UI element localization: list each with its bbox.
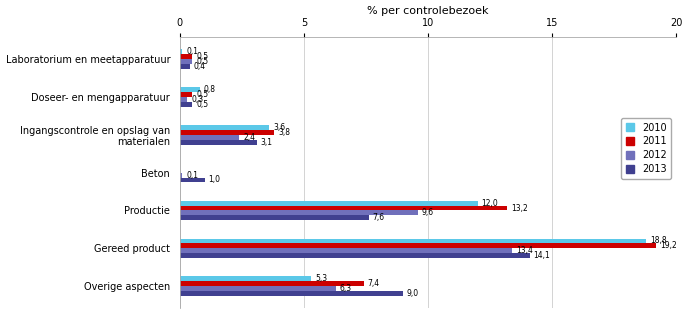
- Bar: [180, 243, 656, 248]
- Bar: [180, 64, 190, 69]
- Bar: [180, 173, 182, 177]
- X-axis label: % per controlebezoek: % per controlebezoek: [367, 6, 489, 16]
- Text: 0,4: 0,4: [193, 62, 206, 71]
- Bar: [180, 87, 200, 92]
- Text: 3,8: 3,8: [278, 128, 290, 137]
- Bar: [180, 286, 336, 291]
- Text: 9,0: 9,0: [407, 289, 419, 298]
- Bar: [180, 210, 418, 215]
- Text: 0,8: 0,8: [204, 85, 215, 94]
- Text: 3,1: 3,1: [261, 138, 272, 147]
- Bar: [180, 102, 193, 107]
- Bar: [180, 253, 530, 258]
- Text: 0,5: 0,5: [196, 100, 208, 109]
- Bar: [180, 130, 275, 135]
- Bar: [180, 97, 187, 102]
- Text: 0,5: 0,5: [196, 90, 208, 99]
- Text: 0,1: 0,1: [186, 47, 198, 56]
- Bar: [180, 215, 369, 220]
- Text: 1,0: 1,0: [208, 176, 220, 185]
- Text: 7,4: 7,4: [367, 279, 379, 288]
- Text: 7,6: 7,6: [372, 214, 385, 222]
- Bar: [180, 92, 193, 97]
- Text: 0,5: 0,5: [196, 52, 208, 61]
- Text: 18,8: 18,8: [650, 236, 667, 246]
- Text: 9,6: 9,6: [422, 208, 434, 217]
- Legend: 2010, 2011, 2012, 2013: 2010, 2011, 2012, 2013: [621, 118, 671, 179]
- Bar: [180, 135, 239, 140]
- Bar: [180, 49, 182, 54]
- Text: 12,0: 12,0: [482, 198, 498, 208]
- Bar: [180, 201, 477, 206]
- Bar: [180, 248, 513, 253]
- Text: 0,3: 0,3: [191, 95, 203, 104]
- Text: 0,1: 0,1: [186, 171, 198, 180]
- Text: 0,5: 0,5: [196, 57, 208, 66]
- Text: 6,3: 6,3: [340, 284, 352, 293]
- Text: 5,3: 5,3: [315, 274, 327, 283]
- Text: 13,4: 13,4: [516, 246, 533, 255]
- Text: 19,2: 19,2: [660, 241, 677, 250]
- Text: 13,2: 13,2: [511, 203, 528, 213]
- Text: 14,1: 14,1: [534, 251, 550, 260]
- Bar: [180, 239, 647, 243]
- Bar: [180, 177, 205, 182]
- Bar: [180, 281, 363, 286]
- Bar: [180, 291, 403, 296]
- Bar: [180, 206, 508, 210]
- Bar: [180, 276, 312, 281]
- Bar: [180, 59, 193, 64]
- Text: 2,4: 2,4: [243, 133, 255, 142]
- Text: 3,6: 3,6: [273, 123, 285, 132]
- Bar: [180, 54, 193, 59]
- Bar: [180, 140, 257, 144]
- Bar: [180, 125, 269, 130]
